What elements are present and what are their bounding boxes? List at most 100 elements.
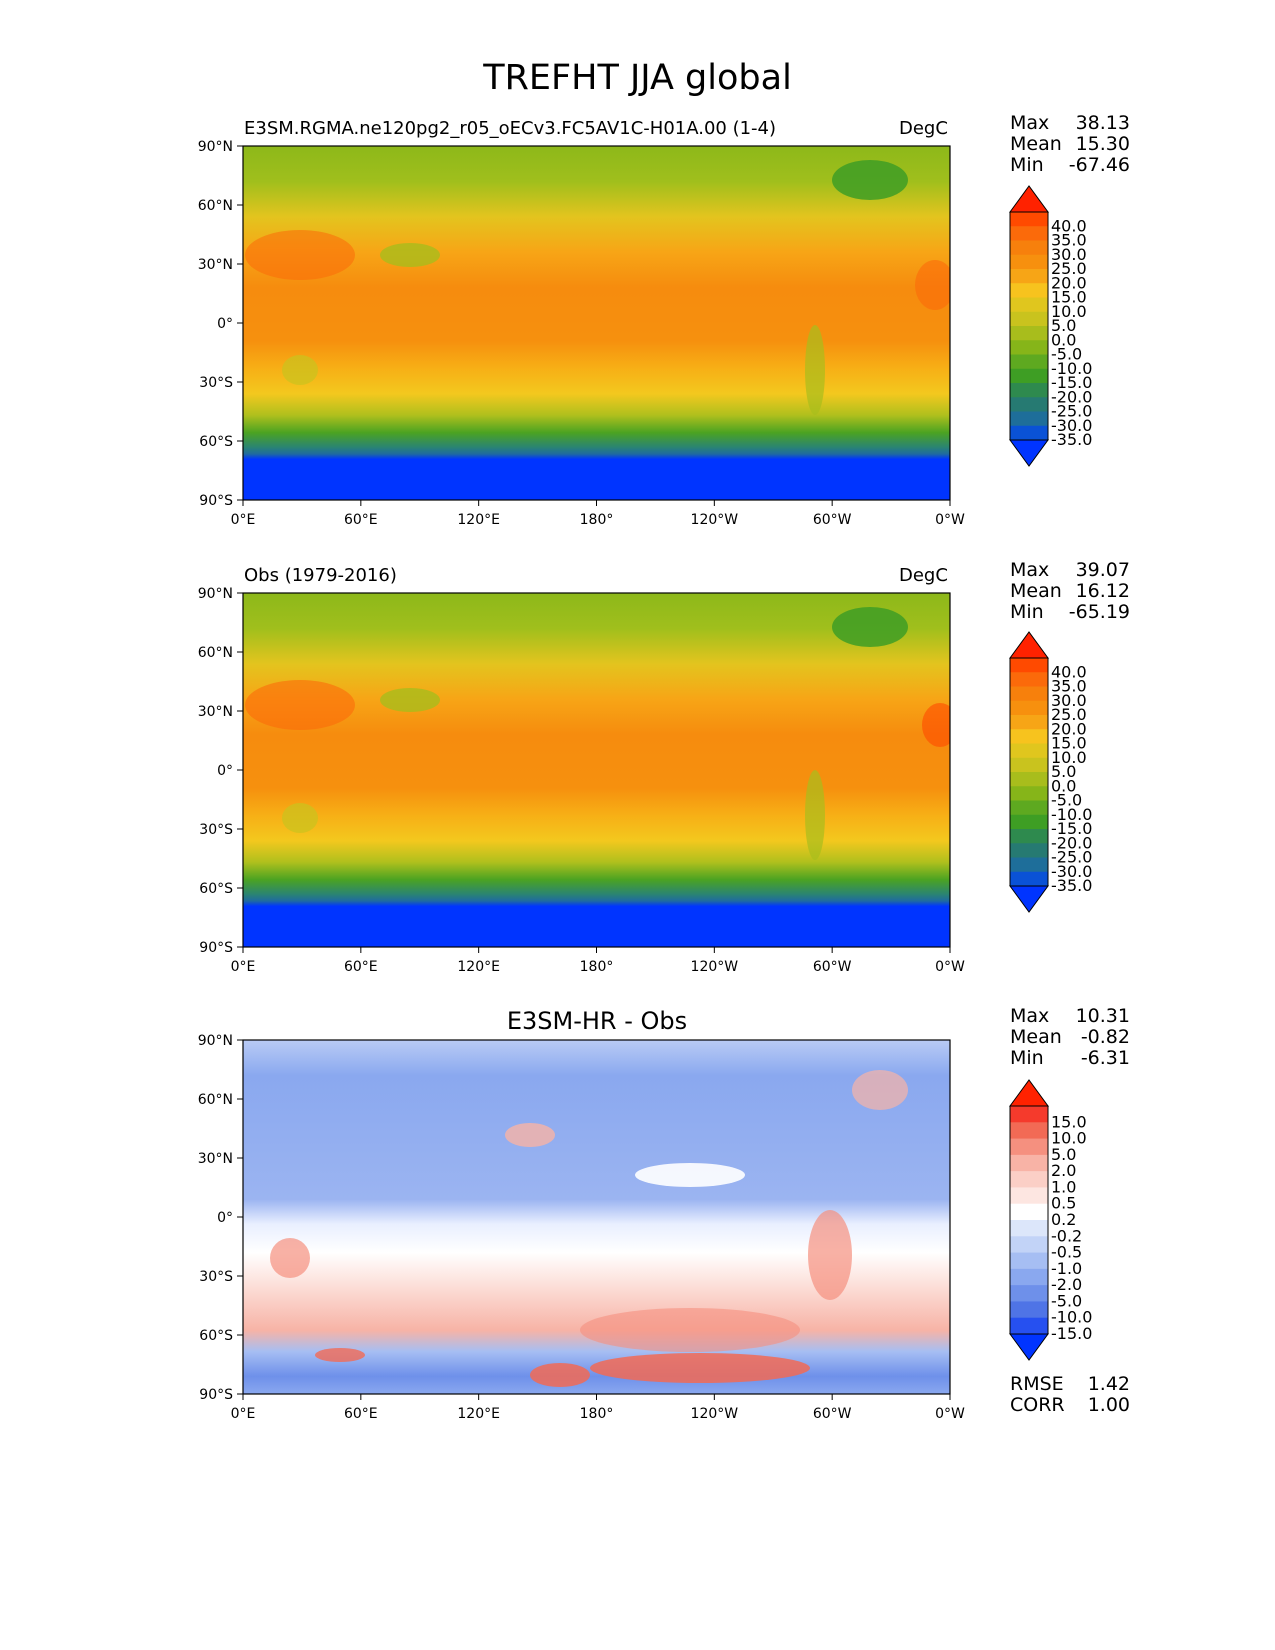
colorbar-segment xyxy=(1010,686,1048,702)
panel-1-mean-label: Mean xyxy=(1010,133,1062,155)
panel-1-min-value: -67.46 xyxy=(1068,154,1130,176)
lat-tick-label: 90°N xyxy=(198,139,233,155)
colorbar-segment xyxy=(1010,397,1048,412)
panel-1-title-left: E3SM.RGMA.ne120pg2_r05_oECv3.FC5AV1C-H01… xyxy=(244,118,777,139)
lon-tick-label: 0°W xyxy=(935,1406,965,1422)
colorbar-segment xyxy=(1010,871,1048,887)
colorbar-label: 15.0 xyxy=(1051,1112,1087,1131)
lon-tick-label: 60°W xyxy=(813,1406,852,1422)
lon-tick-label: 60°E xyxy=(344,512,378,528)
panel-3-mean-label: Mean xyxy=(1010,1026,1062,1048)
colorbar-segment xyxy=(1010,1122,1048,1140)
lon-tick-label: 60°W xyxy=(813,512,852,528)
panel-2-min-value: -65.19 xyxy=(1068,601,1130,623)
colorbar-segment xyxy=(1010,411,1048,427)
colorbar-label: -2.0 xyxy=(1051,1275,1082,1294)
colorbar-label: 10.0 xyxy=(1051,748,1087,767)
lat-tick-label: 90°S xyxy=(199,493,233,509)
lon-tick-label: 180° xyxy=(580,512,614,528)
colorbar-segment xyxy=(1010,368,1048,384)
panel-2-title-left: Obs (1979-2016) xyxy=(244,565,397,586)
colorbar-segment xyxy=(1010,269,1048,284)
panel-2-map xyxy=(243,593,950,947)
colorbar-label: 25.0 xyxy=(1051,705,1087,724)
colorbar-segment xyxy=(1010,311,1048,327)
rmse-value: 1.42 xyxy=(1087,1373,1130,1395)
colorbar-label: -10.0 xyxy=(1051,1308,1092,1327)
colorbar-label: 2.0 xyxy=(1051,1161,1076,1180)
colorbar-segment xyxy=(1010,240,1048,256)
lat-tick-label: 60°N xyxy=(198,645,233,661)
colorbar-label: -20.0 xyxy=(1051,387,1092,406)
lon-tick-label: 120°W xyxy=(691,959,739,975)
lon-tick-label: 120°W xyxy=(691,1406,739,1422)
panel-1-axes: 90°N 60°N 30°N 0° 30°S 60°S 90°S 0°E 60°E 120°E 18… xyxy=(198,139,965,528)
colorbar-label: -5.0 xyxy=(1051,1291,1082,1310)
colorbar-segment xyxy=(1010,1187,1048,1205)
colorbar-label: -5.0 xyxy=(1051,791,1082,810)
colorbar-segment xyxy=(1010,1268,1048,1286)
colorbar-segment xyxy=(1010,814,1048,830)
lat-tick-label: 0° xyxy=(217,316,233,332)
lon-tick-label: 60°E xyxy=(344,1406,378,1422)
lon-tick-label: 0°W xyxy=(935,959,965,975)
colorbar-label: -25.0 xyxy=(1051,402,1092,421)
lon-tick-label: 180° xyxy=(580,959,614,975)
lat-tick-label: 90°N xyxy=(198,1033,233,1049)
panel-3-min-value: -6.31 xyxy=(1080,1047,1130,1069)
colorbar-segment xyxy=(1010,1252,1048,1270)
panel-1-mean-value: 15.30 xyxy=(1075,133,1130,155)
colorbar-segment xyxy=(1010,672,1048,687)
colorbar-label: -35.0 xyxy=(1051,430,1092,449)
panel-2-mean-label: Mean xyxy=(1010,580,1062,602)
lat-tick-label: 60°S xyxy=(199,1328,233,1344)
panel-2-min-label: Min xyxy=(1010,601,1044,623)
colorbar-segment xyxy=(1010,283,1048,298)
colorbar-label: -35.0 xyxy=(1051,876,1092,895)
colorbar-label: 5.0 xyxy=(1051,762,1076,781)
colorbar-label: 20.0 xyxy=(1051,719,1087,738)
lat-tick-label: 0° xyxy=(217,763,233,779)
panel-3-max-label: Max xyxy=(1010,1005,1050,1027)
colorbar-segment xyxy=(1010,1220,1048,1237)
colorbar-extend-max xyxy=(1009,1079,1049,1107)
lat-tick-label: 30°S xyxy=(199,375,233,391)
panel-1-max-value: 38.13 xyxy=(1075,112,1130,134)
colorbar-label: -30.0 xyxy=(1051,416,1092,435)
lat-tick-label: 30°S xyxy=(199,1269,233,1285)
colorbar-extend-max xyxy=(1009,185,1049,213)
panel-3-max-value: 10.31 xyxy=(1075,1005,1130,1027)
colorbar-label: 0.0 xyxy=(1051,776,1076,795)
colorbar-label: 15.0 xyxy=(1051,734,1087,753)
lon-tick-label: 60°E xyxy=(344,959,378,975)
colorbar-label: -10.0 xyxy=(1051,805,1092,824)
colorbar-segment xyxy=(1010,772,1048,787)
colorbar-segment xyxy=(1010,829,1048,844)
colorbar-label: -15.0 xyxy=(1051,819,1092,838)
panel-3-axes: 90°N 60°N 30°N 0° 30°S 60°S 90°S 0°E 60°E 120°E 18… xyxy=(198,1033,965,1422)
colorbar-label: -5.0 xyxy=(1051,345,1082,364)
colorbar-extend-min xyxy=(1009,439,1049,467)
colorbar-label: 40.0 xyxy=(1051,216,1087,235)
lon-tick-label: 120°E xyxy=(457,1406,500,1422)
colorbar-segment xyxy=(1010,700,1048,716)
colorbar-extend-max xyxy=(1009,631,1049,659)
colorbar-label: -0.2 xyxy=(1051,1226,1082,1245)
panel-3-colorbar: 15.010.05.02.01.00.50.2-0.2-0.5-1.0-2.0-… xyxy=(1009,1079,1092,1361)
colorbar-segment xyxy=(1010,1317,1048,1335)
colorbar-segment xyxy=(1010,297,1048,313)
colorbar-segment xyxy=(1010,1171,1048,1188)
lat-tick-label: 90°S xyxy=(199,1387,233,1403)
panel-1-max-label: Max xyxy=(1010,112,1050,134)
lat-tick-label: 60°N xyxy=(198,198,233,214)
colorbar-segment xyxy=(1010,857,1048,873)
colorbar-label: 35.0 xyxy=(1051,231,1087,250)
colorbar-segment xyxy=(1010,354,1048,370)
corr-label: CORR xyxy=(1010,1394,1065,1416)
colorbar-segment xyxy=(1010,1301,1048,1319)
colorbar-frame xyxy=(1009,211,1049,441)
colorbar-label: 40.0 xyxy=(1051,662,1087,681)
lat-tick-label: 30°N xyxy=(198,257,233,273)
rmse-label: RMSE xyxy=(1010,1373,1064,1395)
colorbar-segment xyxy=(1010,254,1048,270)
